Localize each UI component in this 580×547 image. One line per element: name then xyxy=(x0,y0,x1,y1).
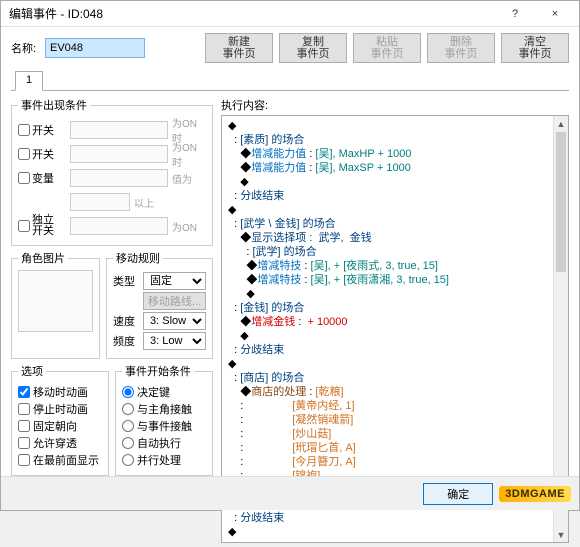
exec-line[interactable]: : [玳瑁匕首, A] xyxy=(228,441,566,455)
paste-page-button[interactable]: 粘贴 事件页 xyxy=(353,33,421,63)
exec-line[interactable]: : 分歧结束 xyxy=(228,511,566,525)
exec-line[interactable]: ◆ xyxy=(228,203,566,217)
exec-line[interactable]: : [武学 \ 金钱] 的场合 xyxy=(228,217,566,231)
window-title: 编辑事件 - ID:048 xyxy=(9,5,495,22)
exec-line[interactable]: : [黄帝内经, 1] xyxy=(228,399,566,413)
new-page-button[interactable]: 新建 事件页 xyxy=(205,33,273,63)
exec-line[interactable]: ◆增减特技 : [吴], + [夜雨式, 3, true, 15] xyxy=(228,259,566,273)
switch2-field[interactable] xyxy=(70,145,168,163)
trigger-0[interactable]: 决定键 xyxy=(122,384,206,400)
move-route-button[interactable]: 移动路线... xyxy=(143,292,206,310)
titlebar: 编辑事件 - ID:048 ? × xyxy=(1,1,579,27)
window: 编辑事件 - ID:048 ? × 名称: 新建 事件页 复制 事件页 粘贴 事… xyxy=(0,0,580,511)
option-4[interactable]: 在最前面显示 xyxy=(18,452,102,468)
exec-line[interactable]: ◆增减能力值 : [吴], MaxHP + 1000 xyxy=(228,147,566,161)
watermark-logo: 3DMGAME xyxy=(499,486,571,502)
option-3[interactable]: 允许穿透 xyxy=(18,435,102,451)
exec-line[interactable]: ◆ xyxy=(228,119,566,133)
exec-line[interactable]: : [炒山菇] xyxy=(228,427,566,441)
exec-line[interactable]: : [金钱] 的场合 xyxy=(228,301,566,315)
close-button[interactable]: × xyxy=(535,2,575,26)
clear-page-button[interactable]: 清空 事件页 xyxy=(501,33,569,63)
exec-line[interactable]: ◆增减特技 : [吴], + [夜雨潇湘, 3, true, 15] xyxy=(228,273,566,287)
exec-line[interactable]: ◆ xyxy=(228,175,566,189)
options-legend: 选项 xyxy=(18,363,46,379)
graphic-group: 角色图片 xyxy=(11,250,100,359)
ok-button[interactable]: 确定 xyxy=(423,483,493,505)
scroll-thumb[interactable] xyxy=(556,132,566,272)
exec-line[interactable]: : [素质] 的场合 xyxy=(228,133,566,147)
selfswitch-field[interactable] xyxy=(70,217,168,235)
tab-1[interactable]: 1 xyxy=(15,71,43,91)
exec-line[interactable]: ◆ xyxy=(228,329,566,343)
variable-field[interactable] xyxy=(70,169,168,187)
exec-label: 执行内容: xyxy=(221,97,569,113)
exec-line[interactable]: ◆ xyxy=(228,525,566,539)
exec-line[interactable]: ◆显示选择项 : 武学, 金钱 xyxy=(228,231,566,245)
exec-line[interactable]: : [武学] 的场合 xyxy=(228,245,566,259)
help-button[interactable]: ? xyxy=(495,2,535,26)
options-group: 选项 移动时动画停止时动画固定朝向允许穿透在最前面显示 xyxy=(11,363,109,476)
option-2[interactable]: 固定朝向 xyxy=(18,418,102,434)
exec-line[interactable]: : 分歧结束 xyxy=(228,189,566,203)
footer: 确定 3DMGAME xyxy=(1,476,579,510)
trigger-legend: 事件开始条件 xyxy=(122,363,194,379)
variable-check[interactable]: 变量 xyxy=(18,170,66,186)
switch2-check[interactable]: 开关 xyxy=(18,146,66,162)
movement-group: 移动规则 类型固定 移动路线... 速度3: Slow 频度3: Low xyxy=(106,250,213,359)
selfswitch-check[interactable]: 独立 开关 xyxy=(18,215,66,237)
graphic-legend: 角色图片 xyxy=(18,250,68,266)
exec-line[interactable]: : [商店] 的场合 xyxy=(228,371,566,385)
move-speed-select[interactable]: 3: Slow xyxy=(143,312,206,330)
trigger-3[interactable]: 自动执行 xyxy=(122,435,206,451)
exec-line[interactable]: ◆ xyxy=(228,357,566,371)
variable-value-field[interactable] xyxy=(70,193,130,211)
exec-line[interactable]: : [凝然销魂箭] xyxy=(228,413,566,427)
option-0[interactable]: 移动时动画 xyxy=(18,384,102,400)
scroll-down-icon[interactable]: ▼ xyxy=(554,527,568,542)
delete-page-button[interactable]: 删除 事件页 xyxy=(427,33,495,63)
movement-legend: 移动规则 xyxy=(113,250,163,266)
exec-line[interactable]: ◆ xyxy=(228,287,566,301)
exec-line[interactable]: ◆商店的处理 : [乾粮] xyxy=(228,385,566,399)
body: 名称: 新建 事件页 复制 事件页 粘贴 事件页 删除 事件页 清空 事件页 1… xyxy=(1,27,579,547)
exec-line[interactable]: ◆增减能力值 : [吴], MaxSP + 1000 xyxy=(228,161,566,175)
name-row: 名称: 新建 事件页 复制 事件页 粘贴 事件页 删除 事件页 清空 事件页 xyxy=(11,33,569,63)
move-type-select[interactable]: 固定 xyxy=(143,272,206,290)
option-1[interactable]: 停止时动画 xyxy=(18,401,102,417)
scroll-up-icon[interactable]: ▲ xyxy=(554,116,568,131)
conditions-group: 事件出现条件 开关为ON时 开关为ON时 变量值为 以上 独立 开关为ON xyxy=(11,97,213,246)
name-input[interactable] xyxy=(45,38,145,58)
graphic-box[interactable] xyxy=(18,270,93,332)
exec-line[interactable]: : 分歧结束 xyxy=(228,343,566,357)
move-freq-select[interactable]: 3: Low xyxy=(143,332,206,350)
trigger-group: 事件开始条件 决定键与主角接触与事件接触自动执行并行处理 xyxy=(115,363,213,476)
switch1-check[interactable]: 开关 xyxy=(18,122,66,138)
tabbar: 1 xyxy=(11,69,569,91)
trigger-2[interactable]: 与事件接触 xyxy=(122,418,206,434)
exec-line[interactable]: : [今月簪刀, A] xyxy=(228,455,566,469)
trigger-4[interactable]: 并行处理 xyxy=(122,452,206,468)
switch1-field[interactable] xyxy=(70,121,168,139)
copy-page-button[interactable]: 复制 事件页 xyxy=(279,33,347,63)
name-label: 名称: xyxy=(11,40,39,56)
exec-line[interactable]: ◆增减金钱 : + 10000 xyxy=(228,315,566,329)
trigger-1[interactable]: 与主角接触 xyxy=(122,401,206,417)
conditions-legend: 事件出现条件 xyxy=(18,97,90,113)
